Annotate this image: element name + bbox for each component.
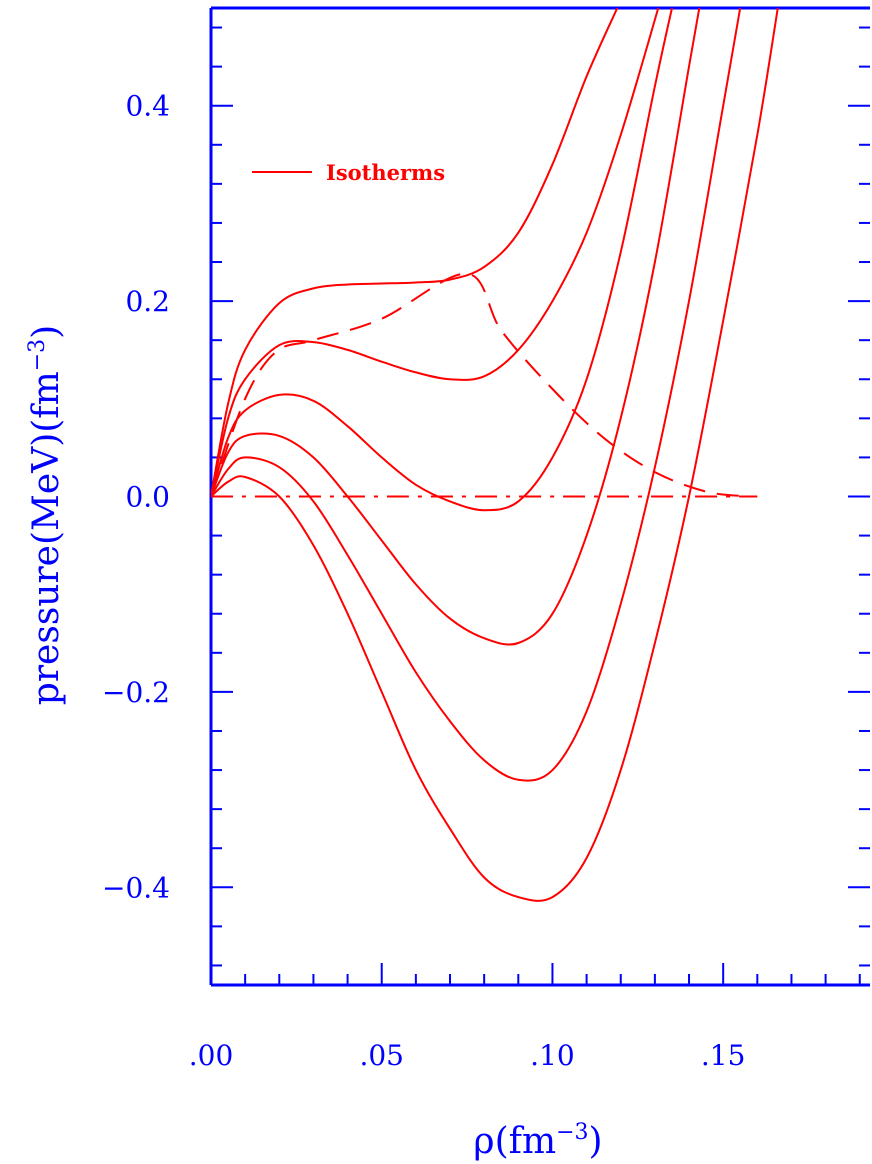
series-line-6-solid — [211, 8, 779, 902]
tick-labels: 0.4 0.2 0.0 −0.2 −0.4 .00 .05 .10 .15 — [102, 90, 745, 1072]
x-tick-label: .15 — [701, 1039, 746, 1072]
series-line-3-solid — [211, 8, 673, 512]
y-tick-label: 0.0 — [125, 481, 170, 514]
isotherm-series — [211, 8, 779, 902]
series-line-7-dashed — [211, 272, 751, 498]
series-line-4-solid — [211, 8, 701, 646]
legend: Isotherms — [252, 160, 445, 185]
series-line-5-solid — [211, 8, 742, 782]
x-tick-label: .00 — [189, 1039, 234, 1072]
y-axis-title: pressure(MeV)(fm−3) — [25, 325, 67, 705]
series-group — [211, 8, 779, 902]
series-line-1-solid — [211, 8, 619, 497]
y-tick-label: 0.2 — [125, 285, 170, 318]
legend-label: Isotherms — [326, 160, 445, 185]
axis-ticks — [210, 26, 870, 985]
y-tick-label: −0.4 — [102, 871, 170, 904]
y-tick-label: −0.2 — [102, 676, 170, 709]
x-axis-title: ρ(fm−3) — [473, 1120, 602, 1162]
y-tick-label: 0.4 — [125, 90, 170, 123]
x-axis-title-exponent: −3 — [556, 1120, 588, 1145]
series-line-2-solid — [211, 8, 660, 497]
y-axis-title-exponent: −3 — [25, 339, 50, 371]
x-tick-label: .10 — [530, 1039, 575, 1072]
x-tick-label: .05 — [359, 1039, 404, 1072]
